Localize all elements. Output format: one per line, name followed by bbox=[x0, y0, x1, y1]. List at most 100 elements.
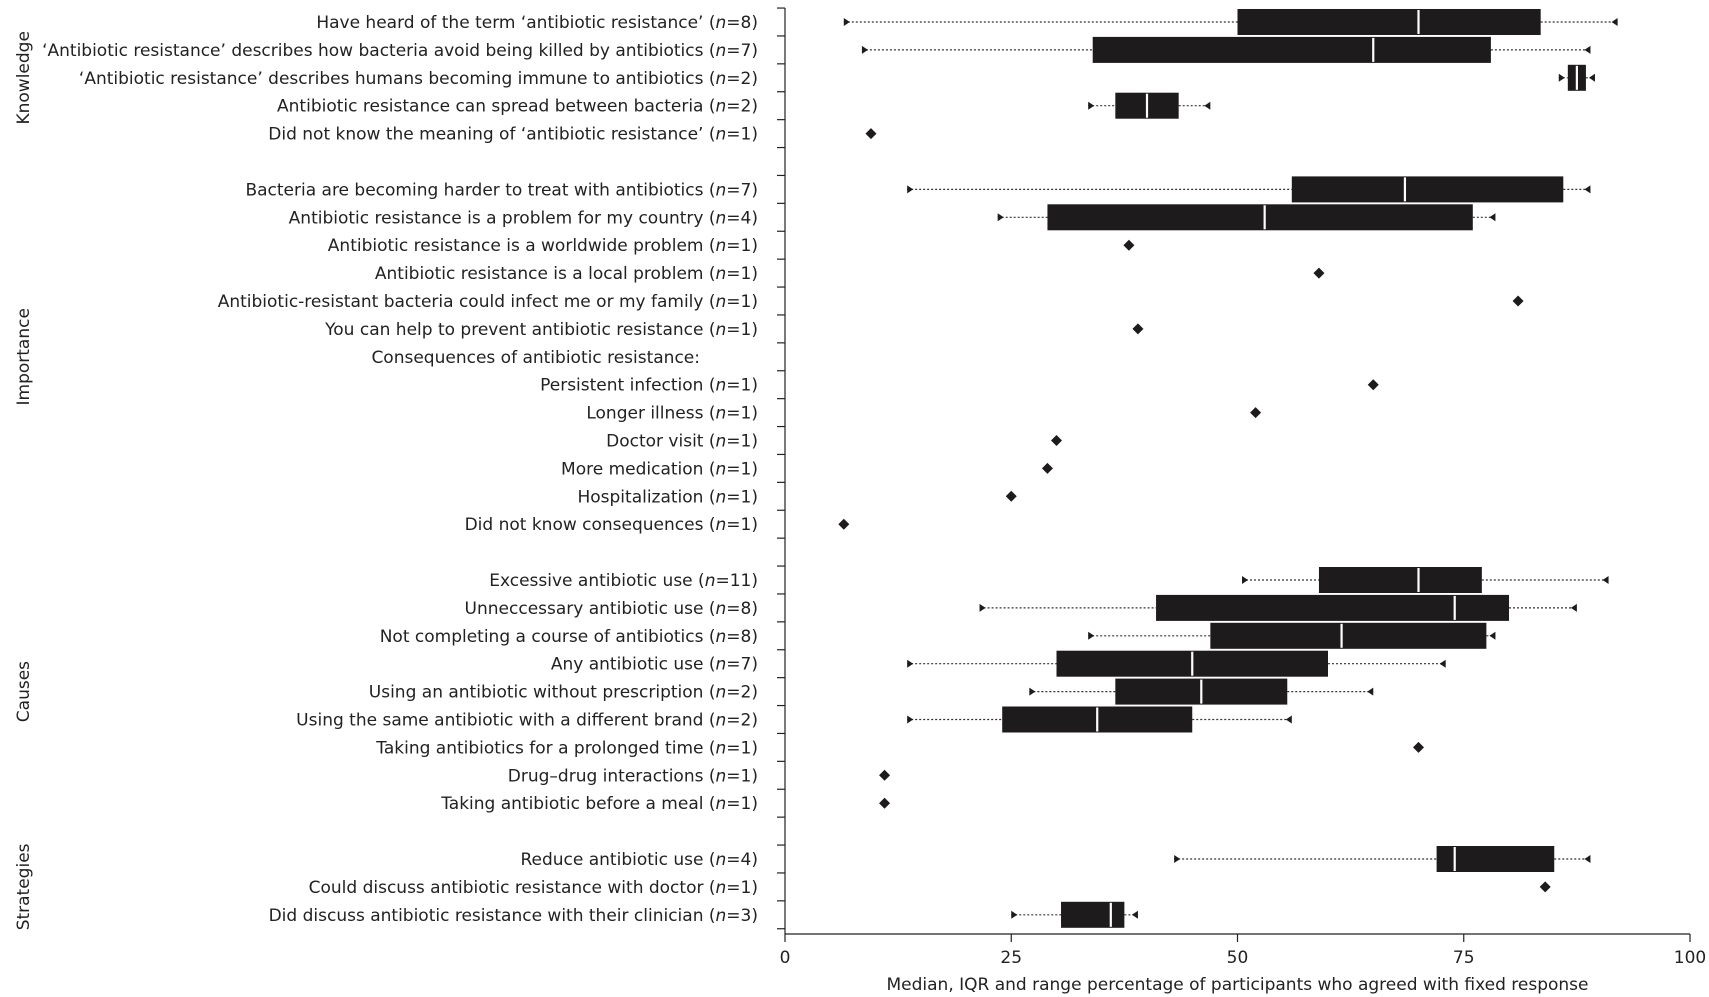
row-label-close: ) bbox=[751, 459, 758, 479]
whisker-cap-high bbox=[1489, 631, 1496, 640]
row-label-equals: = bbox=[726, 878, 740, 898]
row-labels: Have heard of the term ‘antibiotic resis… bbox=[42, 13, 758, 926]
whisker-cap-high bbox=[1131, 910, 1138, 919]
row-label: Drug–drug interactions (n=1) bbox=[508, 766, 758, 786]
row-label: Not completing a course of antibiotics (… bbox=[380, 627, 758, 647]
data-point bbox=[1132, 323, 1144, 335]
group-label-strategies: Strategies bbox=[14, 843, 34, 930]
iqr-box bbox=[1047, 204, 1473, 231]
iqr-box bbox=[1291, 176, 1564, 203]
row-label-close: ) bbox=[751, 850, 758, 870]
row-label-n-symbol: n bbox=[716, 906, 727, 926]
row-label-text: Persistent infection ( bbox=[540, 376, 715, 396]
iqr-box bbox=[1092, 36, 1491, 63]
row-label-n-value: 1 bbox=[741, 236, 752, 256]
x-tick-label: 75 bbox=[1453, 948, 1475, 968]
whisker-cap-low bbox=[1242, 576, 1249, 584]
row-label-text: Doctor visit ( bbox=[606, 432, 715, 452]
row-label-text: Using the same antibiotic with a differe… bbox=[296, 711, 715, 731]
row-label-text: Could discuss antibiotic resistance with… bbox=[309, 878, 716, 898]
row-label-text: More medication ( bbox=[561, 459, 715, 479]
row-label: Excessive antibiotic use (n=11) bbox=[489, 571, 758, 591]
group-label-causes: Causes bbox=[14, 661, 34, 722]
row-label-n-symbol: n bbox=[716, 794, 727, 814]
row-label-n-symbol: n bbox=[716, 404, 727, 424]
row-label: More medication (n=1) bbox=[561, 459, 758, 479]
row-label-n-value: 1 bbox=[741, 738, 752, 758]
row-label-equals: = bbox=[726, 236, 740, 256]
whisker-cap-low bbox=[907, 715, 914, 724]
row-label-equals: = bbox=[726, 515, 740, 535]
whisker-cap-high bbox=[1489, 213, 1496, 222]
x-tick-label: 100 bbox=[1674, 948, 1706, 968]
row-label-equals: = bbox=[726, 627, 740, 647]
data-point bbox=[838, 518, 850, 530]
row-label-text: Antibiotic resistance is a problem for m… bbox=[289, 208, 716, 228]
row-label-text: Did not know consequences ( bbox=[465, 515, 716, 535]
row-label-n-value: 3 bbox=[741, 906, 752, 926]
row-label-equals: = bbox=[726, 850, 740, 870]
row-label: Did not know consequences (n=1) bbox=[465, 515, 758, 535]
iqr-box bbox=[1237, 9, 1541, 35]
whisker-cap-low bbox=[861, 45, 868, 54]
row-label-text: Antibiotic resistance is a worldwide pro… bbox=[328, 236, 716, 256]
row-label-close: ) bbox=[751, 236, 758, 256]
group-label-knowledge: Knowledge bbox=[14, 31, 34, 124]
row-label-n-symbol: n bbox=[716, 264, 727, 284]
row-label-n-value: 11 bbox=[730, 571, 752, 591]
iqr-box bbox=[1156, 594, 1509, 621]
row-label-equals: = bbox=[726, 208, 740, 228]
row-label: Did not know the meaning of ‘antibiotic … bbox=[268, 125, 758, 145]
whisker-cap-low bbox=[979, 603, 986, 612]
row-label-equals: = bbox=[726, 264, 740, 284]
data-point bbox=[1413, 741, 1424, 753]
row-label-n-symbol: n bbox=[716, 13, 727, 33]
row-label-n-value: 1 bbox=[741, 125, 752, 145]
row-label-close: ) bbox=[751, 125, 758, 145]
row-label-close: ) bbox=[751, 515, 758, 535]
row-label: ‘Antibiotic resistance’ describes how ba… bbox=[42, 41, 758, 61]
row-label-close: ) bbox=[751, 655, 758, 675]
row-label-text: Reduce antibiotic use ( bbox=[520, 850, 715, 870]
data-point bbox=[865, 128, 877, 140]
row-label-n-symbol: n bbox=[716, 125, 727, 145]
row-label-n-value: 1 bbox=[741, 404, 752, 424]
row-label-n-value: 2 bbox=[741, 683, 752, 703]
row-label-n-symbol: n bbox=[716, 432, 727, 452]
row-label-text: Antibiotic resistance can spread between… bbox=[277, 97, 715, 117]
row-label: Taking antibiotics for a prolonged time … bbox=[375, 738, 758, 758]
iqr-box bbox=[1318, 567, 1482, 593]
row-label-close: ) bbox=[751, 292, 758, 312]
whisker-cap-high bbox=[1584, 855, 1591, 863]
row-label: You can help to prevent antibiotic resis… bbox=[324, 320, 758, 340]
row-label-equals: = bbox=[726, 459, 740, 479]
row-label-n-value: 1 bbox=[741, 878, 752, 898]
row-label-close: ) bbox=[751, 320, 758, 340]
row-label-n-value: 1 bbox=[741, 459, 752, 479]
row-label-n-symbol: n bbox=[716, 599, 727, 619]
row-label: Using an antibiotic without prescription… bbox=[369, 683, 758, 703]
row-label-text: ‘Antibiotic resistance’ describes how ba… bbox=[42, 41, 715, 61]
whisker-cap-high bbox=[1588, 73, 1595, 82]
row-label-n-symbol: n bbox=[716, 41, 727, 61]
data-point bbox=[1250, 407, 1262, 419]
row-label-close: ) bbox=[751, 13, 758, 33]
row-label-n-value: 7 bbox=[741, 655, 752, 675]
row-label-n-symbol: n bbox=[716, 627, 727, 647]
row-label-text: Bacteria are becoming harder to treat wi… bbox=[245, 180, 715, 200]
row-label-close: ) bbox=[751, 69, 758, 89]
whisker-cap-low bbox=[1088, 631, 1095, 640]
whisker-cap-low bbox=[843, 18, 850, 26]
row-label-equals: = bbox=[726, 794, 740, 814]
data-point bbox=[1005, 490, 1017, 502]
row-label-text: Taking antibiotics for a prolonged time … bbox=[375, 738, 715, 758]
row-label: Antibiotic resistance is a problem for m… bbox=[289, 208, 758, 228]
row-label-equals: = bbox=[726, 711, 740, 731]
whisker-cap-low bbox=[1011, 910, 1018, 919]
row-label-close: ) bbox=[751, 487, 758, 507]
row-label-equals: = bbox=[726, 41, 740, 61]
row-label-text: Not completing a course of antibiotics ( bbox=[380, 627, 716, 647]
row-label-n-symbol: n bbox=[716, 850, 727, 870]
row-label-text: Excessive antibiotic use ( bbox=[489, 571, 704, 591]
row-label-equals: = bbox=[726, 487, 740, 507]
